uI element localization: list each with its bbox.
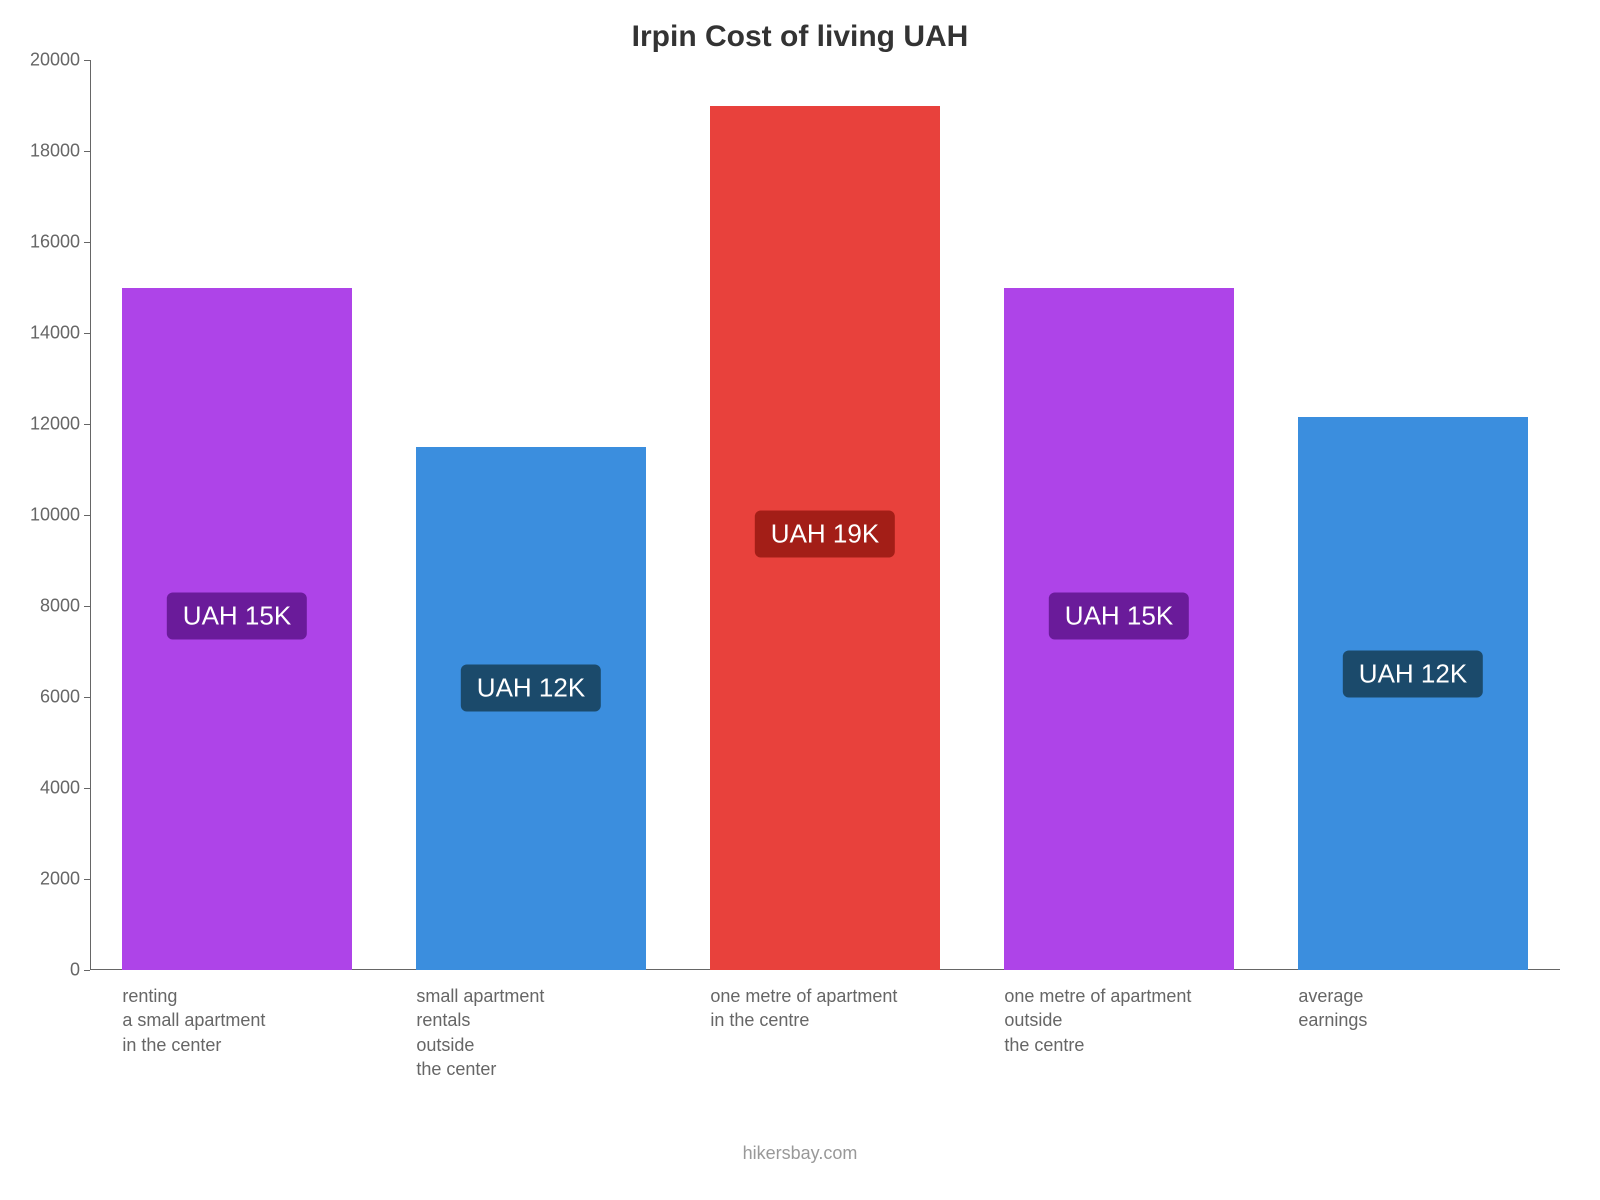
bar: UAH 15K <box>1004 288 1233 971</box>
bar-value-badge: UAH 19K <box>755 510 895 557</box>
x-axis-label: one metre of apartment outside the centr… <box>1004 970 1233 1057</box>
bar-value-badge: UAH 15K <box>167 592 307 639</box>
y-tick-label: 6000 <box>40 687 90 708</box>
bar-value-badge: UAH 15K <box>1049 592 1189 639</box>
bar: UAH 19K <box>710 106 939 971</box>
y-tick-label: 16000 <box>30 232 90 253</box>
bar: UAH 12K <box>1298 417 1527 970</box>
plot-area: 0200040006000800010000120001400016000180… <box>90 60 1560 970</box>
bar-value-badge: UAH 12K <box>1343 651 1483 698</box>
bar: UAH 12K <box>416 447 645 970</box>
y-tick-mark <box>84 970 90 971</box>
y-tick-label: 10000 <box>30 505 90 526</box>
bars-layer: UAH 15K UAH 12K UAH 19K UAH 15K UAH 12K <box>90 60 1560 970</box>
y-tick-label: 14000 <box>30 323 90 344</box>
bar-value-badge: UAH 12K <box>461 664 601 711</box>
x-axis-label: renting a small apartment in the center <box>122 970 351 1057</box>
y-tick-label: 8000 <box>40 596 90 617</box>
x-axis-label: average earnings <box>1298 970 1527 1033</box>
y-tick-label: 2000 <box>40 869 90 890</box>
chart-title: Irpin Cost of living UAH <box>0 20 1600 54</box>
y-tick-label: 18000 <box>30 141 90 162</box>
x-axis-label: small apartment rentals outside the cent… <box>416 970 645 1081</box>
x-axis-label: one metre of apartment in the centre <box>710 970 939 1033</box>
chart-footer: hikersbay.com <box>0 1143 1600 1164</box>
y-tick-label: 20000 <box>30 50 90 71</box>
chart-container: Irpin Cost of living UAH 020004000600080… <box>0 0 1600 1200</box>
y-tick-label: 4000 <box>40 778 90 799</box>
y-tick-label: 12000 <box>30 414 90 435</box>
bar: UAH 15K <box>122 288 351 971</box>
